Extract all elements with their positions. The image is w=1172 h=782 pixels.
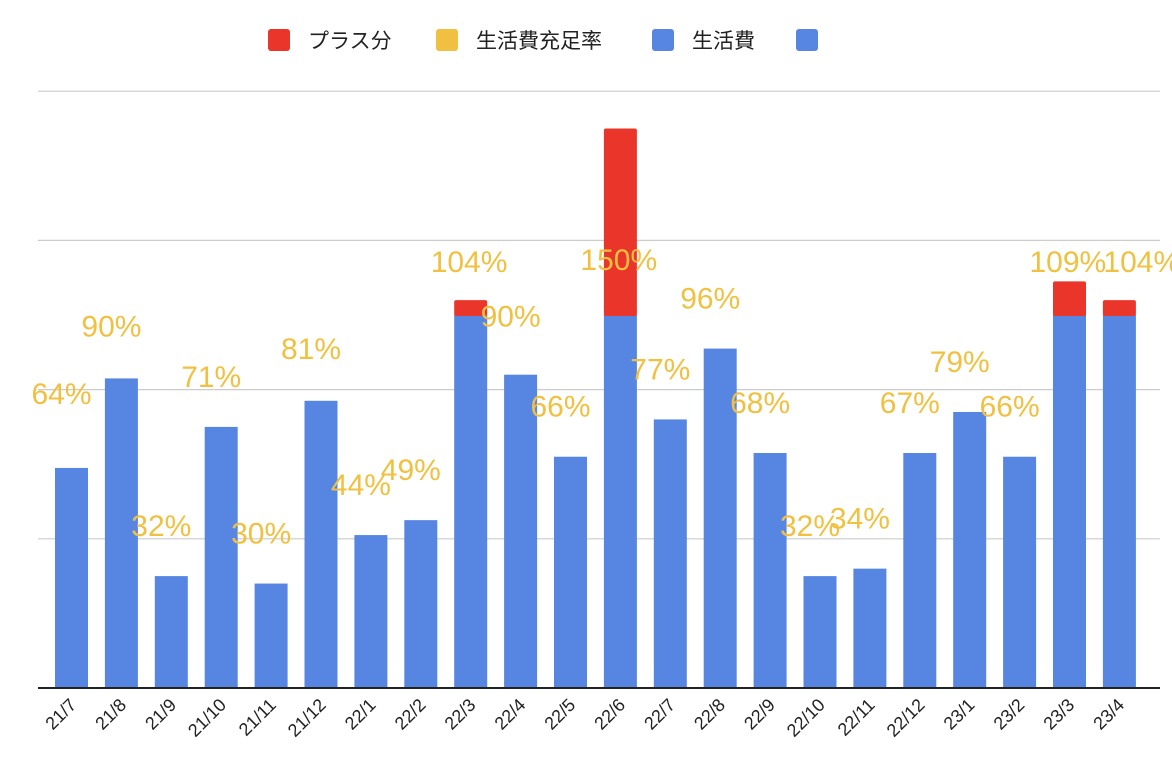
- x-tick-label: 22/5: [540, 695, 579, 734]
- x-tick-label: 22/9: [740, 695, 779, 734]
- x-tick-label: 22/4: [491, 695, 530, 734]
- data-label: 68%: [730, 387, 790, 420]
- bar-living-cost: [304, 400, 338, 688]
- bar-plus: [603, 128, 637, 316]
- data-label: 150%: [580, 244, 657, 277]
- data-label: 64%: [32, 378, 92, 411]
- x-tick-label: 22/8: [690, 695, 729, 734]
- data-label: 79%: [930, 346, 990, 379]
- data-label: 66%: [531, 391, 591, 424]
- data-label: 81%: [281, 333, 341, 366]
- bar-living-cost: [753, 453, 787, 688]
- bar-living-cost: [504, 374, 538, 688]
- data-label: 32%: [780, 510, 840, 543]
- data-label: 66%: [980, 391, 1040, 424]
- legend-swatch: [436, 29, 458, 51]
- x-tick-label: 22/10: [783, 695, 829, 741]
- legend-swatch: [268, 29, 290, 51]
- x-tick-label: 22/7: [640, 695, 679, 734]
- x-tick-label: 23/4: [1089, 695, 1128, 734]
- x-tick-label: 21/11: [235, 695, 280, 740]
- x-tick-label: 22/2: [391, 695, 430, 734]
- bar-plus: [1053, 281, 1086, 316]
- data-label: 49%: [381, 454, 441, 487]
- data-label: 67%: [880, 387, 940, 420]
- legend-label: 生活費: [692, 29, 755, 53]
- data-label: 109%: [1030, 246, 1107, 279]
- data-label: 104%: [1103, 246, 1172, 279]
- bar-living-cost: [903, 453, 937, 688]
- x-tick-label: 23/3: [1039, 695, 1078, 734]
- bar-living-cost: [404, 520, 438, 688]
- data-label: 30%: [231, 518, 291, 551]
- x-tick-label: 21/12: [284, 695, 330, 741]
- legend-swatch: [796, 29, 818, 51]
- legend-swatch: [652, 29, 674, 51]
- data-label: 34%: [830, 503, 890, 536]
- bar-living-cost: [603, 315, 637, 688]
- bar-living-cost: [354, 535, 388, 688]
- bar-living-cost: [204, 426, 238, 688]
- x-tick-label: 22/12: [883, 695, 929, 741]
- bar-plus: [1102, 300, 1136, 316]
- bar-living-cost: [254, 583, 288, 688]
- bar-living-cost: [55, 467, 88, 688]
- bar-living-cost: [554, 456, 587, 688]
- legend: プラス分 生活費充足率 生活費: [268, 29, 818, 53]
- legend-label: 生活費充足率: [476, 29, 602, 53]
- bar-living-cost: [104, 378, 138, 688]
- data-label: 90%: [81, 310, 141, 343]
- data-label: 32%: [131, 510, 191, 543]
- x-tick-label: 21/10: [184, 695, 230, 741]
- bar-living-cost: [1102, 315, 1136, 688]
- bar-living-cost: [953, 411, 987, 688]
- data-label: 104%: [431, 246, 508, 279]
- x-tick-label: 21/9: [141, 695, 180, 734]
- bar-living-cost: [1003, 456, 1037, 688]
- x-tick-label: 22/1: [341, 695, 380, 734]
- data-labels: 64% 90% 32% 71% 30% 81% 44%49% 104% 90% 66% 150% 77…: [32, 244, 1172, 551]
- x-tick-label: 23/1: [940, 695, 979, 734]
- data-label: 71%: [181, 361, 241, 394]
- bar-living-cost: [703, 348, 737, 688]
- data-label: 90%: [481, 301, 541, 334]
- bar-living-cost: [154, 576, 188, 688]
- x-tick-label: 23/2: [990, 695, 1029, 734]
- bar-plus: [454, 300, 488, 316]
- x-tick-labels: 21/7 21/8 21/9 21/10 21/11 21/12 22/1 22/2 22/3 2…: [41, 695, 1128, 741]
- bar-living-cost: [853, 568, 887, 688]
- x-tick-label: 22/3: [441, 695, 480, 734]
- bar-living-cost: [1053, 315, 1086, 688]
- x-tick-label: 22/6: [590, 695, 629, 734]
- data-label: 96%: [680, 283, 740, 316]
- x-tick-label: 21/8: [91, 695, 130, 734]
- bars: [55, 128, 1136, 688]
- bar-living-cost: [653, 419, 687, 688]
- data-label: 77%: [630, 353, 690, 386]
- bar-living-cost: [454, 315, 488, 688]
- x-tick-label: 21/7: [41, 695, 80, 734]
- data-label: 44%: [331, 469, 391, 502]
- legend-label: プラス分: [308, 29, 392, 53]
- x-tick-label: 22/11: [834, 695, 879, 740]
- bar-living-cost: [803, 576, 837, 688]
